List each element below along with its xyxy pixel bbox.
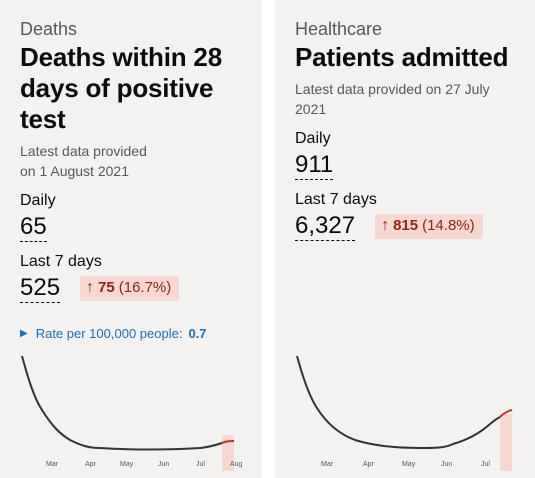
- arrow-up-icon: ↑: [381, 217, 390, 234]
- rate-label: Rate per 100,000 people:: [35, 326, 183, 341]
- tick-label: Mar: [321, 461, 334, 468]
- daily-label: Daily: [20, 192, 56, 209]
- recent-trend-line: [221, 440, 235, 444]
- tick-label: May: [402, 461, 416, 468]
- deaths-sparkline: Mar Apr May Jun Jul Aug: [0, 348, 262, 478]
- tick-label: May: [120, 461, 134, 468]
- week-value[interactable]: 6,327: [295, 212, 356, 241]
- tick-label: Jun: [158, 461, 169, 468]
- recent-trend-line: [499, 409, 513, 418]
- daily-value[interactable]: 911: [295, 151, 334, 180]
- arrow-up-icon: ↑: [86, 279, 95, 296]
- tick-label: Jul: [481, 461, 490, 468]
- card-title[interactable]: Deaths within 28 days of positive test: [20, 42, 222, 134]
- triangle-right-icon: ▶: [20, 328, 28, 339]
- card-title[interactable]: Patients admitted: [295, 42, 509, 72]
- deaths-card: Deaths Deaths within 28 days of positive…: [0, 0, 262, 478]
- updated-date: Latest data provided on 1 August 2021: [20, 143, 147, 179]
- change-badge: ↑ 815 (14.8%): [375, 214, 483, 239]
- daily-row: 911: [295, 151, 515, 180]
- week-row: 525 ↑ 75 (16.7%): [20, 274, 242, 303]
- tick-label: Jun: [441, 461, 452, 468]
- change-absolute: 75: [98, 279, 115, 296]
- change-badge: ↑ 75 (16.7%): [80, 276, 180, 301]
- tick-label: Apr: [363, 461, 375, 468]
- change-percent: (16.7%): [118, 279, 172, 296]
- daily-label: Daily: [295, 130, 331, 147]
- week-value[interactable]: 525: [20, 274, 61, 303]
- change-percent: (14.8%): [422, 217, 475, 234]
- tick-label: Jul: [196, 461, 205, 468]
- trend-line: [21, 355, 223, 451]
- tick-label: Apr: [85, 461, 97, 468]
- trend-line: [296, 355, 501, 450]
- rate-toggle[interactable]: ▶ Rate per 100,000 people: 0.7: [20, 325, 242, 343]
- highlight-area: [222, 435, 234, 471]
- tick-label: Aug: [230, 461, 243, 468]
- highlight-area: [500, 414, 512, 471]
- updated-date: Latest data provided on 27 July 2021: [295, 81, 490, 117]
- daily-row: 65: [20, 213, 242, 242]
- week-row: 6,327 ↑ 815 (14.8%): [295, 212, 515, 241]
- week-label: Last 7 days: [20, 253, 102, 270]
- week-label: Last 7 days: [295, 191, 377, 208]
- change-absolute: 815: [393, 217, 419, 234]
- tick-label: Mar: [46, 461, 59, 468]
- rate-value: 0.7: [188, 326, 207, 341]
- card-category: Deaths: [20, 19, 78, 39]
- healthcare-card: Healthcare Patients admitted Latest data…: [275, 0, 535, 478]
- daily-value[interactable]: 65: [20, 213, 47, 242]
- healthcare-sparkline: Mar Apr May Jun Jul: [275, 348, 535, 478]
- card-category: Healthcare: [295, 19, 383, 39]
